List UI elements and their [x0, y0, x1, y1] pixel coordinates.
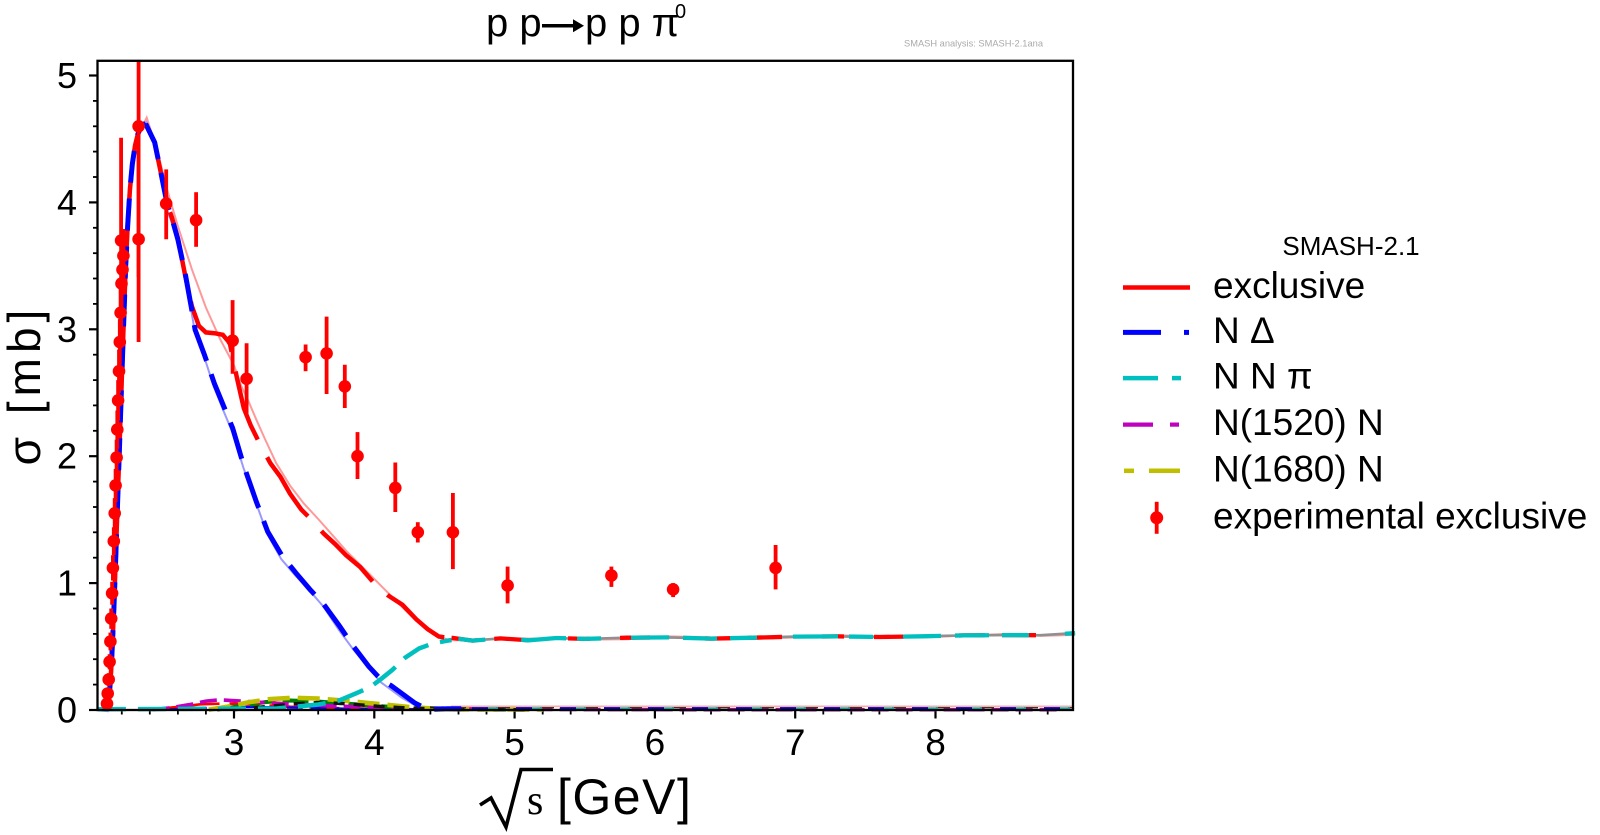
svg-text:p p π: p p π	[585, 1, 679, 45]
svg-text:8: 8	[925, 722, 946, 763]
svg-text:4: 4	[57, 182, 77, 223]
svg-text:experimental exclusive: experimental exclusive	[1213, 495, 1587, 536]
svg-text:SMASH analysis: SMASH-2.1ana: SMASH analysis: SMASH-2.1ana	[904, 39, 1044, 49]
svg-text:6: 6	[645, 722, 666, 763]
svg-text:2: 2	[57, 436, 77, 477]
svg-text:σ [mb]: σ [mb]	[0, 305, 50, 466]
svg-text:s: s	[527, 778, 543, 824]
svg-text:N(1520) N: N(1520) N	[1213, 402, 1384, 443]
svg-text:3: 3	[57, 309, 77, 350]
svg-text:7: 7	[785, 722, 806, 763]
svg-text:5: 5	[57, 55, 77, 96]
svg-text:0: 0	[675, 1, 686, 23]
svg-text:N(1680) N: N(1680) N	[1213, 448, 1384, 489]
svg-text:[GeV]: [GeV]	[557, 769, 692, 825]
svg-text:4: 4	[364, 722, 385, 763]
svg-text:SMASH-2.1: SMASH-2.1	[1282, 231, 1419, 261]
svg-text:0: 0	[57, 690, 77, 731]
svg-text:p p: p p	[486, 1, 542, 45]
svg-text:exclusive: exclusive	[1213, 265, 1365, 306]
svg-text:N N π: N N π	[1213, 356, 1313, 397]
svg-text:N Δ: N Δ	[1213, 310, 1275, 351]
svg-text:5: 5	[504, 722, 525, 763]
svg-text:1: 1	[57, 563, 77, 604]
svg-text:3: 3	[224, 722, 245, 763]
